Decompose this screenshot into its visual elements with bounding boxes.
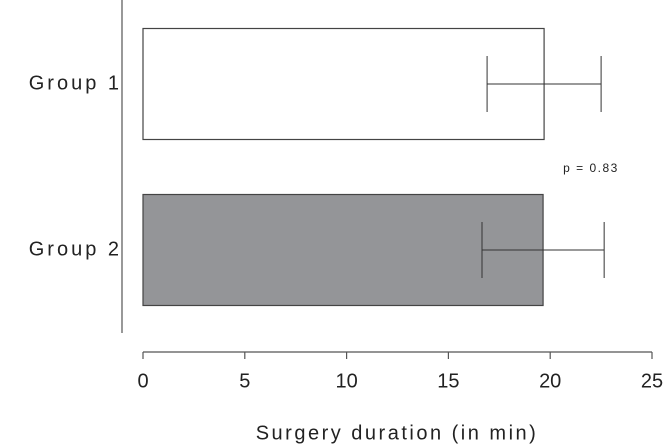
x-tick-label: 25 <box>641 370 663 392</box>
x-tick-label: 5 <box>239 370 250 392</box>
y-tick-label: Group 1 <box>29 72 122 94</box>
error-bar <box>486 56 602 112</box>
x-tick-label: 10 <box>335 370 357 392</box>
error-bar <box>481 222 605 278</box>
x-tick-label: 20 <box>539 370 561 392</box>
y-tick-label: Group 2 <box>29 238 122 260</box>
x-tick-label: 0 <box>137 370 148 392</box>
x-tick-label: 15 <box>437 370 459 392</box>
bar <box>142 27 545 141</box>
bar <box>142 193 544 307</box>
annotation: p = 0.83 <box>563 161 619 175</box>
x-axis-label: Surgery duration (in min) <box>256 422 539 444</box>
